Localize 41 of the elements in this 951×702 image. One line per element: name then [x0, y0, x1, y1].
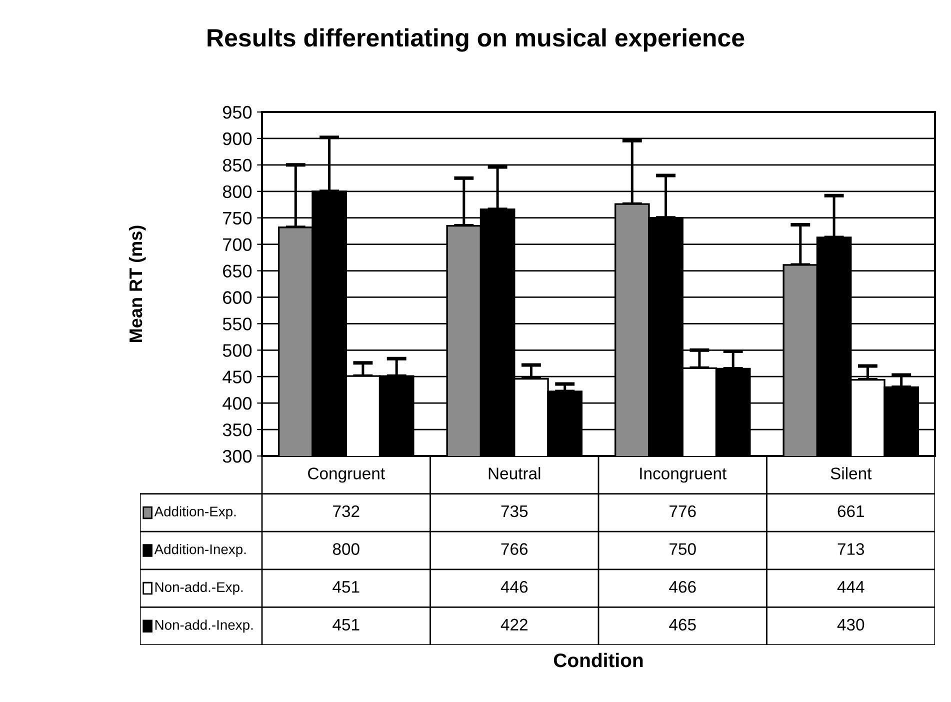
data-label: 451	[332, 618, 360, 631]
data-label: 661	[838, 505, 864, 518]
data-label: 732	[333, 505, 360, 518]
y-tick-label: 550	[222, 318, 252, 330]
data-label: 451	[332, 581, 360, 593]
legend-label: Addition-Inexp.	[154, 544, 246, 557]
y-tick-label: 850	[222, 158, 252, 172]
y-axis-title: Mean RT (ms)	[128, 226, 146, 342]
data-label: 446	[500, 580, 528, 593]
chart-title: Results differentiating on musical experience	[208, 28, 744, 52]
text: Condition	[554, 652, 643, 668]
y-tick-label: 950	[223, 106, 252, 119]
y-tick-label: 750	[223, 212, 252, 225]
y-tick-label: 400	[222, 397, 252, 410]
data-label: 766	[501, 543, 528, 555]
y-tick-label: 900	[223, 132, 252, 146]
data-label: 444	[837, 581, 864, 593]
data-label: 430	[837, 618, 864, 631]
y-tick-label: 650	[223, 264, 252, 278]
data-label: 465	[669, 618, 696, 631]
y-tick-label: 350	[222, 423, 252, 436]
y-tick-label: 800	[222, 185, 252, 198]
data-label: 776	[670, 505, 696, 518]
x-tick-label: Incongruent	[640, 468, 727, 483]
data-label: 422	[500, 618, 528, 630]
data-label: 750	[670, 543, 696, 555]
legend-label: Non-add.-Exp.	[155, 582, 243, 595]
y-tick-label: 450	[222, 370, 252, 384]
data-label: 800	[332, 543, 360, 555]
data-label: 466	[669, 580, 696, 593]
y-tick-label: 700	[223, 238, 252, 252]
legend-label: Non-add.-Inexp.	[155, 620, 253, 633]
y-tick-label: 600	[223, 291, 252, 304]
x-tick-label: Congruent	[308, 468, 385, 483]
x-tick-label: Silent	[830, 467, 872, 480]
data-label: 713	[838, 543, 864, 555]
y-tick-label: 500	[222, 344, 252, 357]
x-tick-label: Neutral	[488, 467, 540, 480]
data-label: 735	[501, 505, 528, 518]
legend-label: Addition-Exp.	[154, 506, 236, 520]
y-tick-label: 300	[222, 450, 252, 463]
